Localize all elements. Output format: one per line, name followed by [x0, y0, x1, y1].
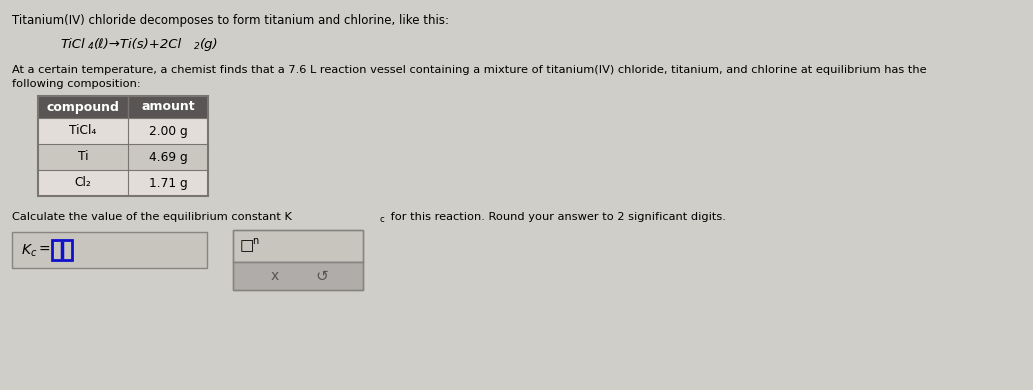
Text: 1.71 g: 1.71 g: [149, 177, 187, 190]
Text: for this reaction. Round your answer to 2 significant digits.: for this reaction. Round your answer to …: [387, 212, 726, 222]
Text: c: c: [380, 215, 384, 224]
Text: amount: amount: [142, 101, 195, 113]
Text: K: K: [22, 243, 31, 257]
Bar: [233, 262, 363, 290]
Text: 2.00 g: 2.00 g: [149, 124, 187, 138]
Text: Calculate the value of the equilibrium constant K: Calculate the value of the equilibrium c…: [12, 212, 292, 222]
Bar: [38, 96, 208, 118]
Bar: [38, 118, 208, 144]
Text: compound: compound: [46, 101, 120, 113]
Text: following composition:: following composition:: [12, 79, 140, 89]
Text: (ℓ)→Ti(s)+2Cl: (ℓ)→Ti(s)+2Cl: [94, 38, 182, 51]
Text: n: n: [252, 236, 258, 246]
Bar: [38, 144, 208, 170]
Text: 4.69 g: 4.69 g: [149, 151, 187, 163]
Text: TiCl₄: TiCl₄: [69, 124, 97, 138]
Bar: [233, 230, 363, 290]
Text: At a certain temperature, a chemist finds that a 7.6 L reaction vessel containin: At a certain temperature, a chemist find…: [12, 65, 927, 75]
Text: c: c: [31, 248, 36, 258]
Text: x: x: [271, 269, 279, 283]
Bar: [38, 170, 208, 196]
Text: Cl₂: Cl₂: [74, 177, 91, 190]
Bar: [233, 230, 363, 262]
Text: Titanium(IV) chloride decomposes to form titanium and chlorine, like this:: Titanium(IV) chloride decomposes to form…: [12, 14, 449, 27]
Text: Ti: Ti: [77, 151, 88, 163]
Bar: [52, 240, 72, 260]
Text: 2: 2: [194, 42, 199, 51]
Text: TiCl: TiCl: [60, 38, 85, 51]
Text: =: =: [38, 243, 50, 257]
Bar: [38, 96, 208, 196]
Text: (g): (g): [200, 38, 219, 51]
Text: ↺: ↺: [315, 268, 327, 284]
Text: □: □: [240, 239, 254, 254]
Text: 4: 4: [88, 42, 94, 51]
Bar: [12, 232, 207, 268]
